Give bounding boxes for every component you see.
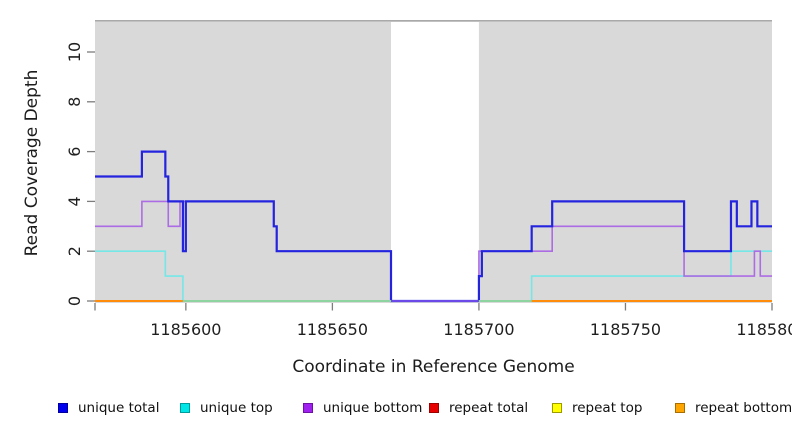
legend-label: unique bottom [323, 400, 423, 416]
x-tick-label: 1185700 [443, 320, 514, 339]
legend-label: unique top [200, 400, 273, 416]
x-tick-label: 1185600 [150, 320, 221, 339]
legend-swatch-repeat-bottom [675, 403, 685, 413]
y-tick-label: 8 [65, 97, 84, 107]
legend-item-repeat-top: repeat top [552, 396, 642, 420]
y-tick-label: 10 [65, 42, 84, 62]
legend-swatch-repeat-total [429, 403, 439, 413]
no-coverage-region [391, 22, 479, 302]
x-tick-label: 1185800 [736, 320, 792, 339]
legend-label: unique total [78, 400, 160, 416]
legend-item-repeat-total: repeat total [429, 396, 528, 420]
y-tick-label: 4 [65, 196, 84, 206]
legend-label: repeat top [572, 400, 643, 416]
y-tick-label: 6 [65, 147, 84, 157]
x-tick-label: 1185650 [297, 320, 368, 339]
legend-label: repeat total [449, 400, 529, 416]
legend-label: repeat bottom [695, 400, 792, 416]
y-tick-label: 0 [65, 296, 84, 306]
legend-item-unique-bottom: unique bottom [303, 396, 422, 420]
y-axis-title: Read Coverage Depth [22, 69, 42, 257]
legend-item-repeat-bottom: repeat bottom [675, 396, 792, 420]
x-tick-label: 1185750 [590, 320, 661, 339]
legend-swatch-repeat-top [552, 403, 562, 413]
y-tick-label: 2 [65, 246, 84, 256]
legend-item-unique-total: unique total [58, 396, 159, 420]
x-axis-title: Coordinate in Reference Genome [292, 357, 575, 377]
legend: unique total unique top unique bottom repea… [0, 396, 792, 420]
legend-swatch-unique-bottom [303, 403, 313, 413]
legend-swatch-unique-top [180, 403, 190, 413]
series-unique-total [95, 150, 772, 303]
legend-swatch-unique-total [58, 403, 68, 413]
legend-item-unique-top: unique top [180, 396, 273, 420]
